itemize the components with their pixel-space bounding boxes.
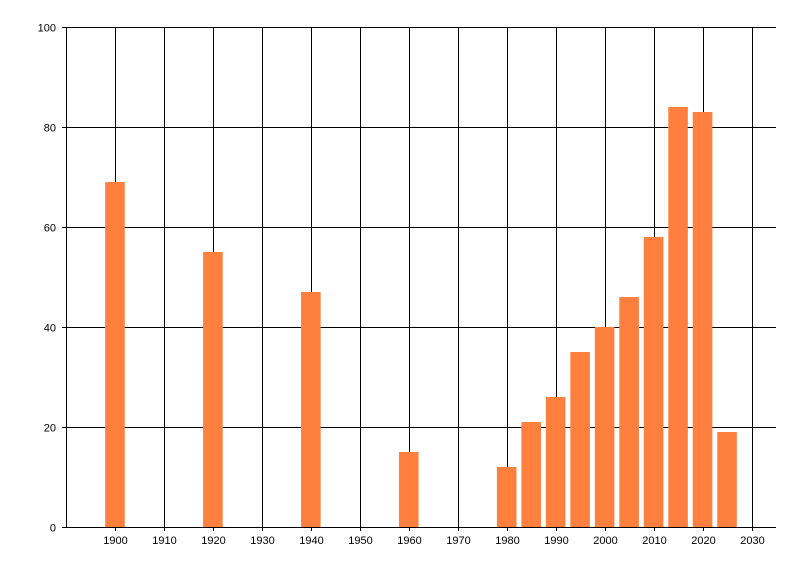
- bar-1995: [570, 352, 590, 527]
- x-tick-label-2030: 2030: [740, 535, 764, 547]
- y-tick-labels: 0 20 40 60 80 100: [38, 23, 56, 535]
- x-tick-label-2010: 2010: [642, 535, 666, 547]
- y-tick-label-60: 60: [44, 223, 56, 235]
- x-tick-label-2000: 2000: [593, 535, 617, 547]
- bars: [105, 107, 737, 527]
- axes: [66, 27, 776, 528]
- bar-1980: [496, 467, 517, 527]
- bar-2025: [717, 432, 737, 527]
- x-tick-label-1970: 1970: [446, 535, 470, 547]
- x-tick-label-2020: 2020: [691, 535, 715, 547]
- y-tick-label-0: 0: [50, 523, 56, 535]
- x-tick-label-1950: 1950: [348, 535, 372, 547]
- x-tick-label-1990: 1990: [544, 535, 568, 547]
- bar-2000: [594, 327, 615, 527]
- bar-2010: [643, 237, 664, 527]
- x-tick-label-1980: 1980: [495, 535, 519, 547]
- y-tick-label-20: 20: [44, 423, 56, 435]
- bar-1960: [398, 452, 419, 527]
- bar-2015: [668, 107, 688, 527]
- x-tick-label-1940: 1940: [299, 535, 323, 547]
- bar-1900: [105, 182, 125, 527]
- x-tick-label-1920: 1920: [201, 535, 225, 547]
- bar-2005: [619, 297, 639, 527]
- y-tick-label-80: 80: [44, 123, 56, 135]
- x-tick-label-1900: 1900: [103, 535, 127, 547]
- bar-1920: [203, 252, 223, 527]
- bar-1985: [521, 422, 541, 527]
- y-tick-label-100: 100: [38, 23, 56, 35]
- bar-1940: [301, 292, 321, 527]
- bar-1990: [545, 397, 566, 527]
- x-tick-label-1930: 1930: [250, 535, 274, 547]
- x-tick-labels: 1900 1910 1920 1930 1940 1950 1960 1970 1980 1990…: [103, 535, 764, 547]
- y-tick-label-40: 40: [44, 323, 56, 335]
- x-tick-label-1910: 1910: [152, 535, 176, 547]
- bar-2020: [692, 112, 713, 527]
- x-tick-label-1960: 1960: [397, 535, 421, 547]
